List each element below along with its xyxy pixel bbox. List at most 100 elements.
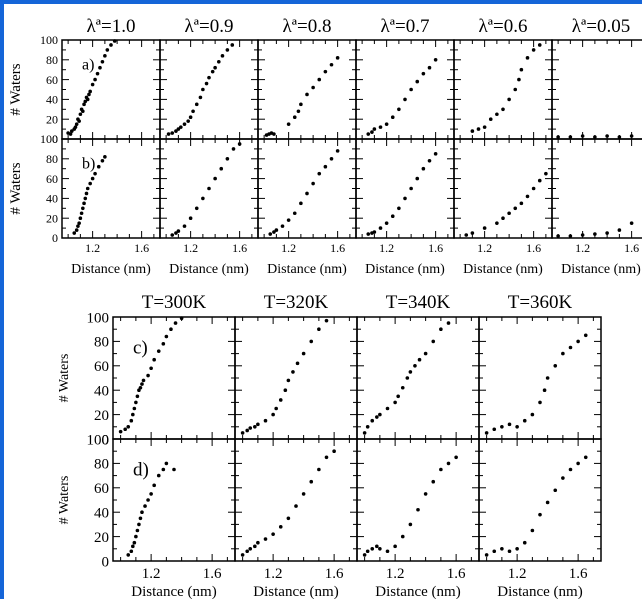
data-point (538, 512, 542, 517)
data-point (74, 122, 79, 126)
data-point (77, 221, 81, 225)
data-point (507, 211, 511, 216)
data-point (135, 528, 140, 533)
data-point (309, 479, 314, 484)
data-point (301, 351, 306, 356)
data-point (194, 102, 199, 107)
data-point (291, 370, 295, 374)
data-point (82, 201, 86, 206)
data-point (317, 171, 322, 176)
panel-frame (355, 39, 455, 140)
data-point (545, 500, 550, 505)
data-point (140, 510, 144, 514)
data-point (134, 400, 138, 405)
data-point (176, 127, 181, 131)
data-point (194, 206, 199, 211)
data-point (296, 109, 301, 114)
data-point (271, 412, 275, 417)
data-point (309, 339, 314, 344)
data-point (431, 479, 436, 484)
data-point (93, 77, 97, 82)
y-tick-label: 40 (94, 383, 109, 399)
data-point (230, 43, 235, 47)
x-tick-label: 1.2 (281, 241, 296, 255)
data-point (248, 426, 253, 430)
data-point (263, 418, 268, 423)
data-point (568, 135, 573, 139)
data-point (78, 216, 83, 220)
panel-bottom-r0-c1 (234, 316, 358, 440)
data-point (400, 385, 405, 390)
data-point (385, 549, 390, 554)
data-point (525, 194, 530, 199)
data-point (522, 540, 527, 545)
x-tick-label: 1.2 (379, 241, 394, 255)
data-point (141, 378, 146, 383)
data-point (213, 176, 217, 181)
data-point (164, 334, 169, 339)
data-point (219, 166, 224, 171)
data-point (87, 92, 91, 97)
data-point (186, 119, 190, 123)
data-point (245, 428, 249, 433)
data-point (134, 534, 138, 539)
data-point (530, 528, 535, 533)
data-point (68, 132, 73, 136)
data-point (311, 85, 315, 90)
data-point (83, 99, 88, 104)
data-point (329, 62, 334, 67)
y-tick-label: 60 (46, 172, 58, 186)
data-point (263, 537, 268, 541)
data-point (365, 425, 370, 429)
data-point (501, 107, 505, 112)
data-point (143, 504, 147, 508)
data-point (538, 400, 542, 405)
data-point (393, 400, 397, 405)
data-point (299, 102, 303, 107)
x-tick-label: 1.2 (264, 566, 283, 582)
data-point (629, 221, 634, 225)
data-point (492, 427, 497, 432)
panel-frame (234, 316, 358, 440)
panel-top-r1-c2: 1.2 1.6 Distance (nm) (257, 138, 357, 277)
data-point (129, 418, 134, 423)
data-point (500, 425, 504, 429)
data-point (470, 129, 475, 133)
data-point (522, 418, 527, 423)
data-point (140, 382, 144, 386)
data-point (72, 231, 77, 235)
data-point (188, 216, 193, 220)
data-point (500, 547, 504, 551)
y-tick-label: 20 (46, 211, 58, 225)
data-point (274, 406, 278, 411)
y-axis-label: # Waters (57, 476, 72, 525)
data-point (220, 54, 225, 58)
data-point (161, 342, 166, 346)
data-point (556, 135, 560, 139)
x-tick-label: 1.6 (325, 566, 344, 582)
data-point (446, 321, 451, 325)
data-point (433, 152, 438, 156)
data-point (126, 425, 131, 429)
data-point (231, 147, 236, 151)
x-axis-label: Distance (nm) (131, 584, 216, 599)
data-point (495, 112, 499, 117)
data-point (507, 97, 511, 102)
y-tick-label: 0 (52, 231, 58, 245)
panel-top-r1-c1: 1.2 1.6 Distance (nm) (159, 138, 259, 277)
data-point (100, 59, 105, 64)
data-point (138, 516, 143, 521)
panel-bottom-r0-c3 (478, 316, 602, 440)
panel-frame (453, 138, 553, 239)
data-point (513, 87, 518, 92)
data-point (274, 228, 279, 232)
data-point (495, 221, 499, 225)
data-point (217, 59, 221, 64)
column-title: λª=0.9 (185, 16, 234, 37)
data-point (568, 345, 573, 350)
x-tick-label: 1.2 (85, 241, 100, 255)
data-point (335, 56, 340, 60)
x-axis-label: Distance (nm) (463, 262, 543, 277)
data-point (488, 117, 493, 121)
data-point (531, 48, 536, 52)
